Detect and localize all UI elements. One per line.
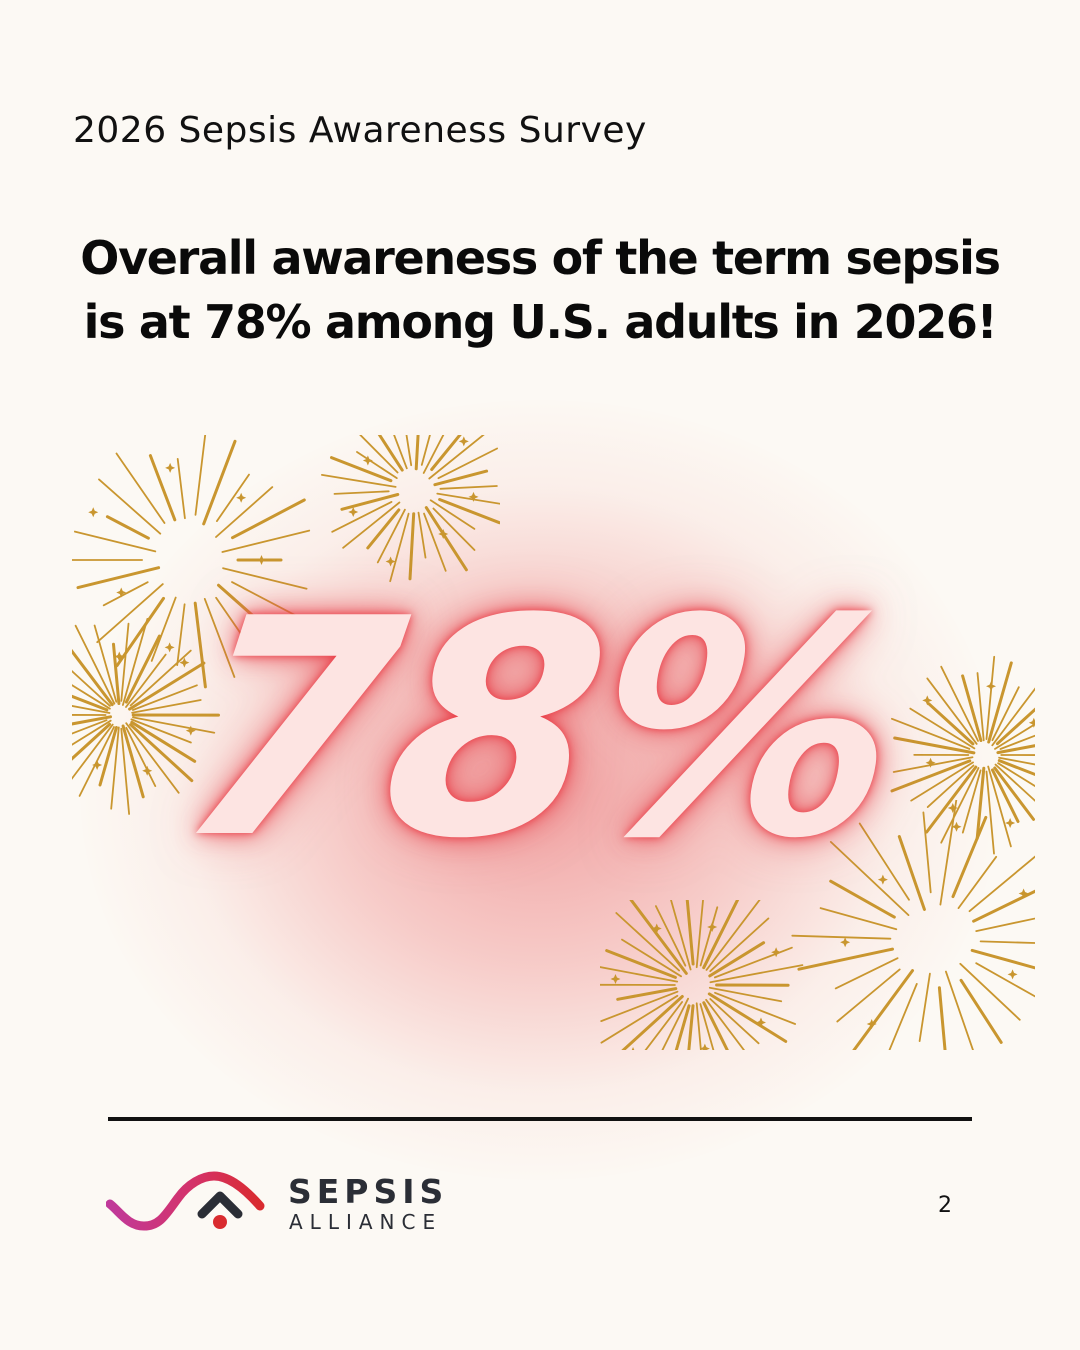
headline: Overall awareness of the term sepsis is … (0, 226, 1080, 354)
stat-78-percent: 78% (162, 555, 918, 904)
firework-burst-icon (791, 800, 1035, 1050)
firework-burst-icon (72, 618, 220, 815)
sepsis-alliance-mark-icon (106, 1171, 265, 1231)
headline-line-2: is at 78% among U.S. adults in 2026! (83, 295, 998, 349)
headline-line-1: Overall awareness of the term sepsis (80, 231, 1001, 285)
firework-burst-icon (600, 900, 804, 1050)
divider-line (108, 1117, 972, 1121)
survey-title: 2026 Sepsis Awareness Survey (73, 110, 647, 151)
sepsis-alliance-logo: SEPSIS ALLIANCE (106, 1168, 486, 1238)
logo-text-alliance: ALLIANCE (289, 1210, 443, 1234)
firework-burst-icon (890, 655, 1035, 855)
logo-text-sepsis: SEPSIS (288, 1172, 449, 1211)
page-number: 2 (938, 1193, 952, 1218)
firework-burst-icon (320, 435, 500, 583)
